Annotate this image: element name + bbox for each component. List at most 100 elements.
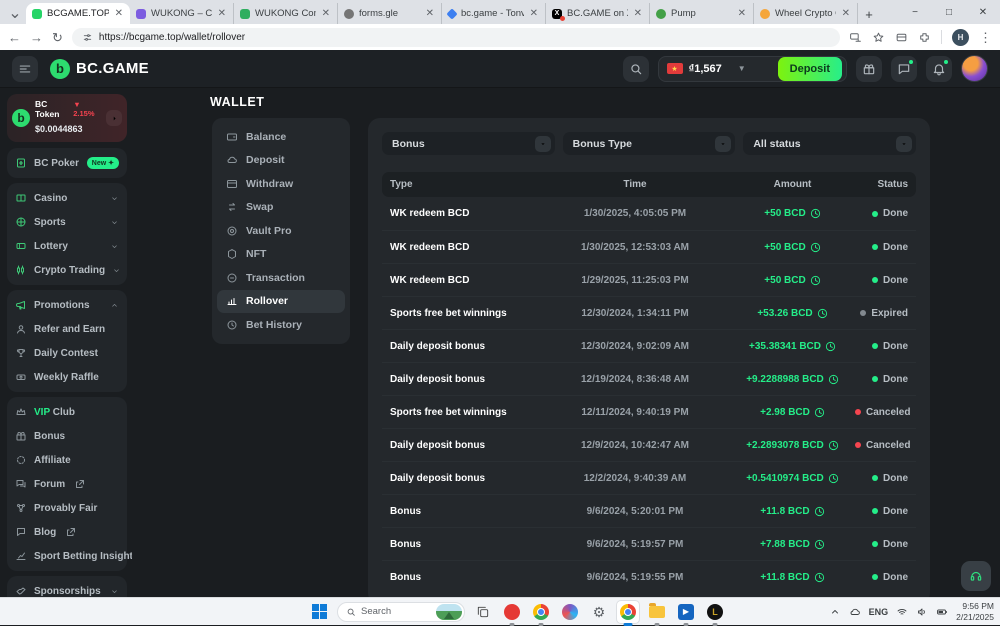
sidebar-item-affiliate[interactable]: Affiliate bbox=[7, 448, 127, 472]
tab-close-icon[interactable]: ✕ bbox=[217, 8, 227, 19]
sidebar-item-refer-and-earn[interactable]: Refer and Earn bbox=[7, 317, 127, 341]
sidebar-item-weekly-raffle[interactable]: Weekly Raffle bbox=[7, 365, 127, 389]
sidebar-item-bonus[interactable]: Bonus bbox=[7, 424, 127, 448]
browser-tab-7[interactable]: Pump✕ bbox=[650, 3, 754, 24]
taskbar-app-chrome-active[interactable] bbox=[617, 601, 639, 623]
taskbar-app-movies-tv[interactable]: ▶ bbox=[675, 601, 697, 623]
battery-icon[interactable] bbox=[936, 606, 948, 618]
taskbar-app-chrome[interactable] bbox=[530, 601, 552, 623]
reload-icon[interactable]: ↻ bbox=[52, 31, 63, 44]
filter-select-bonus-type[interactable]: Bonus Type bbox=[563, 132, 736, 155]
rewards-gift-button[interactable] bbox=[856, 56, 882, 82]
wallet-menu-swap[interactable]: Swap bbox=[217, 196, 345, 220]
url-input[interactable]: https://bcgame.top/wallet/rollover bbox=[72, 28, 840, 47]
chevron-down-icon[interactable] bbox=[110, 242, 119, 251]
wallet-menu-transaction[interactable]: Transaction bbox=[217, 266, 345, 290]
window-close-button[interactable]: ✕ bbox=[966, 0, 1000, 24]
browser-tab-4[interactable]: forms.gle✕ bbox=[338, 3, 442, 24]
wallet-menu-deposit[interactable]: Deposit bbox=[217, 149, 345, 173]
browser-tab-1[interactable]: BCGAME.TOP: Crypt...✕ bbox=[26, 3, 130, 24]
taskbar-search-input[interactable]: Search bbox=[337, 602, 465, 622]
tab-close-icon[interactable]: ✕ bbox=[114, 8, 124, 19]
tab-search-chevron-icon[interactable]: ⌄ bbox=[6, 4, 24, 22]
sidebar-item-club[interactable]: VIP Club bbox=[7, 400, 127, 424]
wallet-menu-vault-pro[interactable]: Vault Pro bbox=[217, 219, 345, 243]
window-maximize-button[interactable]: □ bbox=[932, 0, 966, 24]
onedrive-cloud-icon[interactable] bbox=[849, 606, 861, 618]
send-to-device-icon[interactable] bbox=[849, 31, 862, 44]
chat-button[interactable] bbox=[891, 56, 917, 82]
sidebar-item-casino[interactable]: Casino bbox=[7, 186, 127, 210]
wallet-menu-bet-history[interactable]: Bet History bbox=[217, 313, 345, 337]
balance-selector[interactable]: ★ ₫1,567 ▼ Deposit bbox=[658, 56, 847, 82]
chevron-down-icon[interactable] bbox=[896, 136, 912, 152]
taskbar-app-task-view[interactable] bbox=[472, 601, 494, 623]
window-minimize-button[interactable]: − bbox=[898, 0, 932, 24]
wifi-icon[interactable] bbox=[896, 606, 908, 618]
tab-close-icon[interactable]: ✕ bbox=[529, 8, 539, 19]
browser-tab-6[interactable]: XBC.GAME on X: "✕ bbox=[546, 3, 650, 24]
bcgame-logo[interactable]: b BC.GAME bbox=[50, 59, 149, 79]
deposit-button[interactable]: Deposit bbox=[778, 57, 842, 81]
tab-close-icon[interactable]: ✕ bbox=[841, 8, 851, 19]
reading-list-icon[interactable] bbox=[895, 31, 908, 44]
chevron-up-icon[interactable] bbox=[110, 301, 119, 310]
browser-tab-5[interactable]: bc.game - Tonviewer✕ bbox=[442, 3, 546, 24]
notifications-button[interactable] bbox=[926, 56, 952, 82]
browser-profile-avatar[interactable]: H bbox=[952, 29, 969, 46]
taskbar-app-paint-3d[interactable] bbox=[559, 601, 581, 623]
filter-select-all-status[interactable]: All status bbox=[743, 132, 916, 155]
clock[interactable]: 9:56 PM 2/21/2025 bbox=[956, 601, 994, 622]
browser-tab-3[interactable]: WUKONG Communi...✕ bbox=[234, 3, 338, 24]
tray-chevron-up-icon[interactable] bbox=[829, 606, 841, 618]
tab-close-icon[interactable]: ✕ bbox=[321, 8, 331, 19]
chevron-down-icon[interactable] bbox=[112, 266, 121, 275]
taskbar-app-settings[interactable]: ⚙ bbox=[588, 601, 610, 623]
browser-tab-2[interactable]: WUKONG – Commu...✕ bbox=[130, 3, 234, 24]
language-indicator[interactable]: ENG bbox=[869, 607, 889, 617]
chevron-down-icon[interactable] bbox=[110, 194, 119, 203]
tab-close-icon[interactable]: ✕ bbox=[737, 8, 747, 19]
user-avatar[interactable] bbox=[961, 55, 988, 82]
wallet-menu-balance[interactable]: Balance bbox=[217, 125, 345, 149]
sidebar-item-sport-betting-insights[interactable]: Sport Betting Insights bbox=[7, 544, 127, 568]
volume-icon[interactable] bbox=[916, 606, 928, 618]
extensions-icon[interactable] bbox=[918, 31, 931, 44]
chevron-down-icon[interactable] bbox=[110, 587, 119, 596]
sidebar-item-daily-contest[interactable]: Daily Contest bbox=[7, 341, 127, 365]
tab-close-icon[interactable]: ✕ bbox=[425, 8, 435, 19]
chevron-down-icon[interactable] bbox=[715, 136, 731, 152]
sidebar-item-sponsorships[interactable]: Sponsorships bbox=[7, 579, 127, 597]
taskbar-app-file-explorer[interactable] bbox=[646, 601, 668, 623]
bookmark-star-icon[interactable] bbox=[872, 31, 885, 44]
wallet-menu-nft[interactable]: NFT bbox=[217, 243, 345, 267]
start-button[interactable] bbox=[308, 601, 330, 623]
hamburger-menu-icon[interactable] bbox=[12, 56, 38, 82]
wallet-menu-rollover[interactable]: Rollover bbox=[217, 290, 345, 314]
filter-select-bonus[interactable]: Bonus bbox=[382, 132, 555, 155]
chevron-down-icon[interactable] bbox=[535, 136, 551, 152]
live-support-fab[interactable] bbox=[961, 561, 991, 591]
chevron-down-icon[interactable] bbox=[110, 218, 119, 227]
browser-menu-icon[interactable]: ⋮ bbox=[979, 31, 992, 44]
forward-icon[interactable]: → bbox=[30, 31, 43, 44]
taskbar-app-league-of-legends[interactable]: L bbox=[704, 601, 726, 623]
bc-token-card[interactable]: b BC Token ▼ 2.15% $0.0044863 bbox=[7, 94, 127, 142]
sidebar-item-sports[interactable]: Sports bbox=[7, 210, 127, 234]
back-icon[interactable]: ← bbox=[8, 31, 21, 44]
tab-close-icon[interactable]: ✕ bbox=[633, 8, 643, 19]
sidebar-item-forum[interactable]: Forum bbox=[7, 472, 127, 496]
